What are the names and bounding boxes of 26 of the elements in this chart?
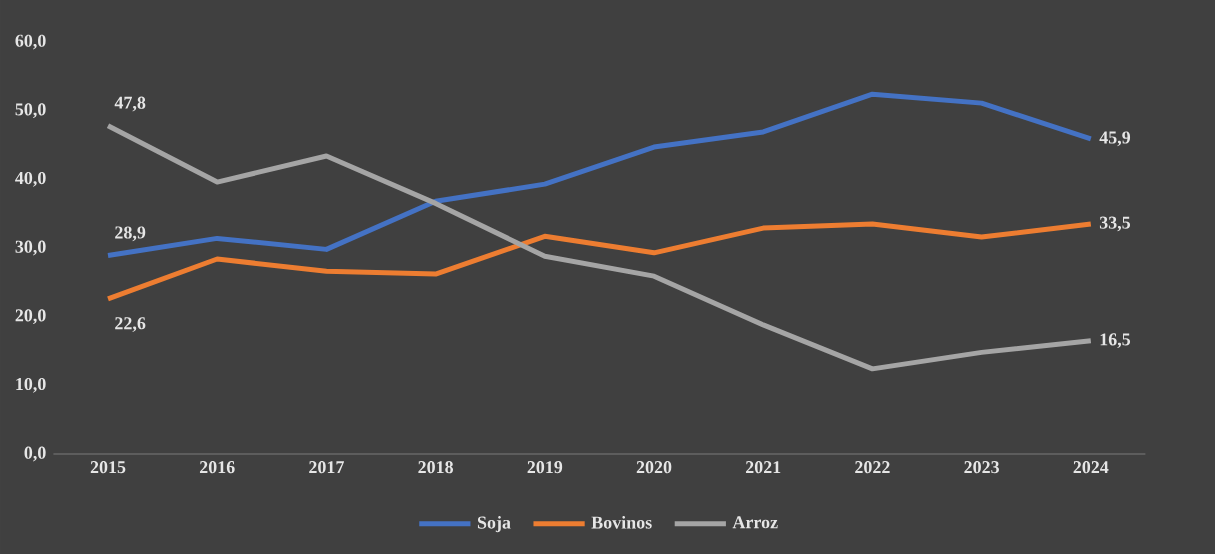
x-tick-label: 2022 [855,461,890,474]
x-tick-label: 2021 [745,461,781,474]
y-tick-label: 40,0 [15,171,46,187]
x-tick-label: 2016 [199,461,235,474]
legend-label: Arroz [732,516,778,529]
data-label: 28,9 [115,226,146,242]
data-label: 45,9 [1099,131,1131,147]
x-tick-label: 2023 [964,461,999,474]
x-tick-label: 2020 [636,461,672,474]
y-tick-label: 0,0 [24,446,46,462]
x-tick-label: 2019 [527,461,563,474]
x-tick-label: 2018 [418,461,454,474]
legend-label: Soja [477,515,511,533]
y-tick-label: 30,0 [15,240,46,256]
data-label: 47,8 [114,96,146,112]
y-tick-label: 60,0 [15,34,46,50]
x-tick-label: 2015 [90,461,126,474]
y-tick-label: 20,0 [15,309,46,325]
x-tick-label: 2017 [309,461,344,474]
x-tick-label: 2024 [1073,461,1109,474]
y-tick-label: 10,0 [16,377,46,393]
data-label: 33,5 [1099,216,1131,232]
data-label: 16,5 [1100,333,1131,349]
legend-label: Bovinos [591,515,652,529]
y-tick-label: 50,0 [15,103,46,119]
data-label: 22,6 [115,317,146,332]
